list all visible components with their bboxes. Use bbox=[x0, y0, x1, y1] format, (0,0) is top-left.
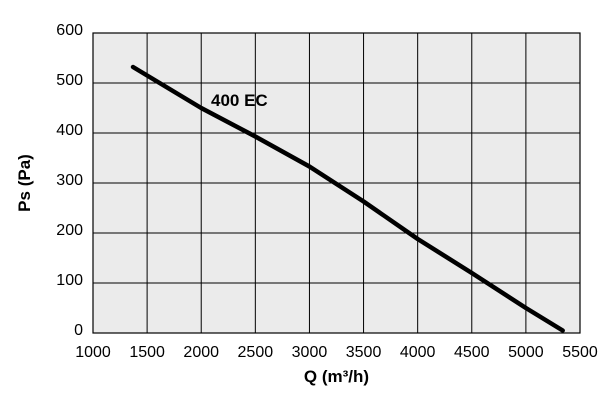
y-tick-label-0: 0 bbox=[74, 322, 83, 339]
x-tick-label-4500: 4500 bbox=[454, 344, 490, 361]
y-tick-label-200: 200 bbox=[56, 222, 83, 239]
series-label-400-ec: 400 EC bbox=[211, 91, 268, 110]
x-tick-label-4000: 4000 bbox=[400, 344, 436, 361]
y-tick-labels: 0 100 200 300 400 500 600 bbox=[56, 22, 83, 339]
y-axis-title: Ps (Pa) bbox=[15, 154, 34, 212]
x-tick-label-2000: 2000 bbox=[183, 344, 219, 361]
y-tick-label-500: 500 bbox=[56, 72, 83, 89]
x-axis-title: Q (m³/h) bbox=[304, 367, 369, 386]
x-tick-label-5000: 5000 bbox=[508, 344, 544, 361]
x-tick-label-3500: 3500 bbox=[346, 344, 382, 361]
y-tick-label-600: 600 bbox=[56, 22, 83, 39]
series-line-400-ec bbox=[130, 64, 565, 333]
x-tick-labels: 1000 1500 2000 2500 3000 3500 4000 4500 5000 5500 bbox=[75, 344, 598, 361]
x-tick-label-3000: 3000 bbox=[292, 344, 328, 361]
y-tick-label-100: 100 bbox=[56, 272, 83, 289]
plot-border bbox=[92, 32, 581, 334]
x-tick-label-1000: 1000 bbox=[75, 344, 111, 361]
y-tick-label-400: 400 bbox=[56, 122, 83, 139]
x-tick-label-1500: 1500 bbox=[129, 344, 165, 361]
y-tick-label-300: 300 bbox=[56, 172, 83, 189]
x-tick-label-5500: 5500 bbox=[562, 344, 598, 361]
series-group: 400 EC bbox=[130, 64, 565, 333]
x-tick-label-2500: 2500 bbox=[238, 344, 274, 361]
